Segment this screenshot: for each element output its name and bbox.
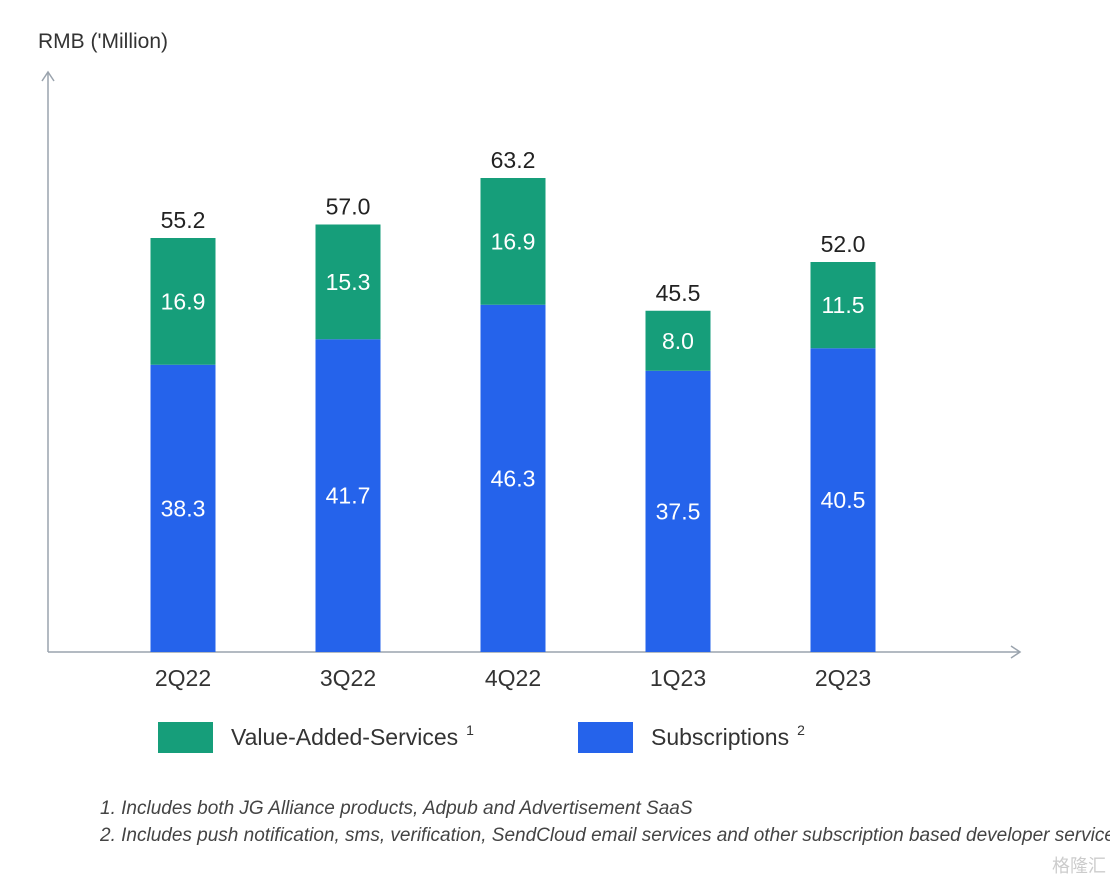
bar-vas-1Q23	[645, 310, 711, 371]
footnote-1: 1. Includes both JG Alliance products, A…	[100, 798, 693, 819]
chart-labels: RMB ('Million) 38.3 16.9 55.2 2Q22 41.7 15.3 57…	[38, 30, 871, 691]
data-label-subscriptions-1Q23: 37.5	[656, 498, 701, 524]
footnotes: 1. Includes both JG Alliance products, A…	[100, 795, 1110, 849]
legend-footnote-ref-vas: 1	[466, 721, 474, 738]
total-label-1Q23: 45.5	[656, 280, 701, 306]
x-tick-label-2Q23: 2Q23	[815, 665, 871, 691]
footnote-2: 2. Includes push notification, sms, veri…	[100, 825, 1110, 846]
x-tick-label-2Q22: 2Q22	[155, 665, 211, 691]
x-axis-arrow	[1010, 645, 1022, 659]
bar-subscriptions-1Q23	[645, 370, 711, 652]
data-label-vas-3Q22: 15.3	[326, 269, 371, 295]
legend-label-subscriptions: Subscriptions	[651, 724, 790, 750]
bar-subscriptions-4Q22	[480, 304, 546, 652]
data-label-vas-2Q23: 11.5	[821, 292, 864, 318]
data-label-vas-1Q23: 8.0	[662, 328, 694, 354]
data-label-subscriptions-4Q22: 46.3	[491, 465, 536, 491]
data-label-subscriptions-2Q22: 38.3	[161, 495, 206, 521]
x-tick-label-4Q22: 4Q22	[485, 665, 541, 691]
bar-vas-4Q22	[480, 178, 546, 305]
bar-vas-2Q22	[150, 238, 216, 365]
y-axis-label: RMB ('Million)	[38, 30, 168, 53]
legend-swatch-subscriptions	[578, 722, 633, 753]
legend-item-vas: Value-Added-Services 1	[158, 722, 474, 753]
watermark-logo: 格隆汇	[1052, 856, 1106, 877]
data-label-vas-4Q22: 16.9	[491, 228, 536, 254]
stacked-bar-chart: RMB ('Million) 38.3 16.9 55.2 2Q22 41.7 15.3 57…	[38, 30, 1022, 691]
total-label-2Q23: 52.0	[821, 231, 866, 257]
total-label-4Q22: 63.2	[491, 147, 536, 173]
bar-subscriptions-3Q22	[315, 339, 381, 652]
bar-subscriptions-2Q23	[810, 348, 876, 652]
legend-swatch-vas	[158, 722, 213, 753]
chart-bars	[150, 178, 876, 652]
total-label-3Q22: 57.0	[326, 194, 371, 220]
bar-vas-3Q22	[315, 224, 381, 340]
total-label-2Q22: 55.2	[161, 207, 206, 233]
data-label-subscriptions-3Q22: 41.7	[326, 483, 371, 509]
data-label-vas-2Q22: 16.9	[161, 288, 206, 314]
data-label-subscriptions-2Q23: 40.5	[821, 487, 866, 513]
x-tick-label-1Q23: 1Q23	[650, 665, 706, 691]
legend-item-subscriptions: Subscriptions 2	[578, 722, 805, 753]
chart-legend: Value-Added-Services 1 Subscriptions 2	[158, 722, 958, 762]
y-axis-arrow	[41, 70, 55, 82]
bar-subscriptions-2Q22	[150, 364, 216, 652]
legend-label-vas: Value-Added-Services	[231, 724, 459, 750]
x-tick-label-3Q22: 3Q22	[320, 665, 376, 691]
legend-footnote-ref-subscriptions: 2	[797, 721, 805, 738]
bar-vas-2Q23	[810, 262, 876, 349]
